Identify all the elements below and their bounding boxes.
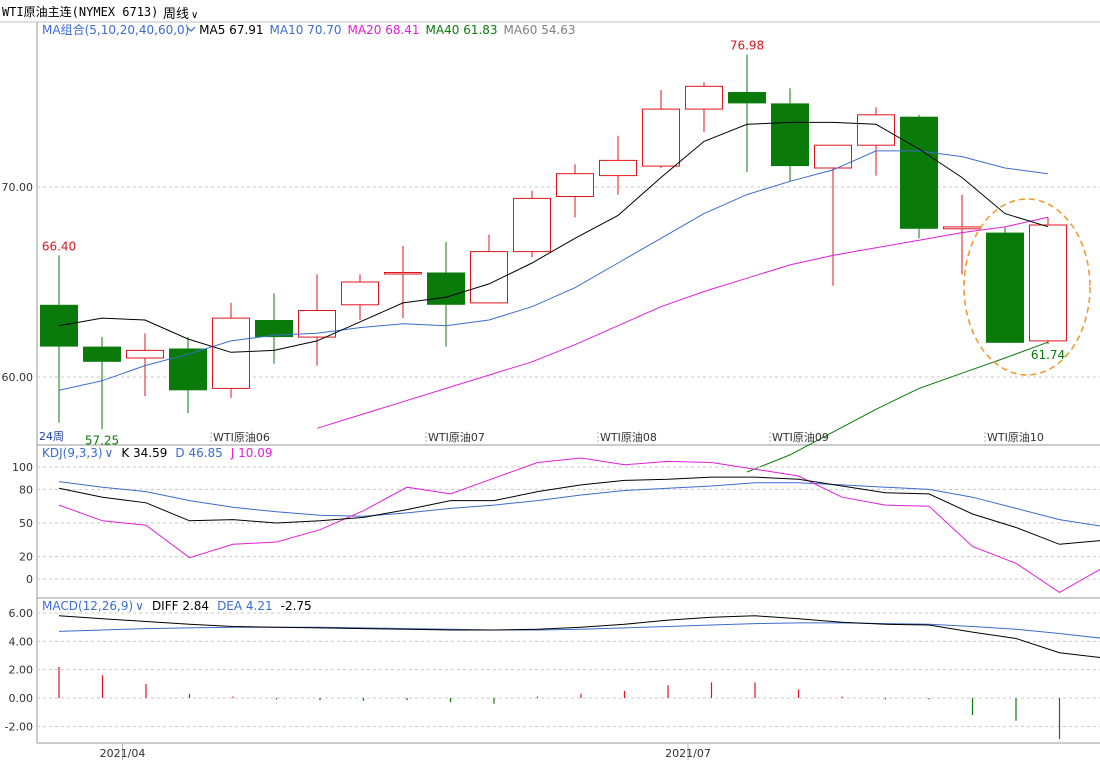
ma-legend-ma10: MA10 70.70 <box>270 23 342 37</box>
kdj-tick-label: 0 <box>26 573 33 586</box>
candle-body-down <box>986 232 1024 343</box>
kdj-legend-d: D 46.85 <box>175 446 222 460</box>
contract-label: WTI原油10 <box>987 430 1044 444</box>
candle-body-up <box>814 144 852 169</box>
interval-label: 24周 <box>39 430 64 443</box>
ma20-line <box>316 216 1049 429</box>
candle-body-up <box>212 317 250 389</box>
kdj-tick-label: 80 <box>19 483 33 496</box>
instrument-title: WTI原油主连(NYMEX 6713) <box>2 5 159 19</box>
date-axis-label: 2021/07 <box>665 747 711 760</box>
candle-body-up <box>599 159 637 177</box>
candle-body-up <box>1029 224 1067 342</box>
highlight-ellipse <box>963 198 1091 376</box>
kdj-j-line <box>58 457 1100 593</box>
top-bar: WTI原油主连(NYMEX 6713) 周线 ∨ <box>0 0 1100 22</box>
kdj-tick-label: 20 <box>19 551 33 564</box>
macd-tick-label: 0.00 <box>9 692 34 705</box>
macd-tick-label: -2.00 <box>5 720 33 733</box>
ma40-line <box>746 341 1049 473</box>
kdj-legend-title: KDJ(9,3,3) <box>42 446 103 460</box>
candle-body-up <box>341 281 379 306</box>
macd-tick-label: 6.00 <box>9 607 34 620</box>
contract-label: WTI原油09 <box>772 430 829 444</box>
date-axis-label: 2021/04 <box>100 747 146 760</box>
chevron-down-icon: ∨ <box>135 599 144 613</box>
price-tick-label: 60.00 <box>2 371 34 384</box>
candle-body-up <box>685 85 723 110</box>
ma5-line <box>58 121 1049 353</box>
kdj-tick-label: 100 <box>12 461 33 474</box>
period-label: 周线 <box>163 7 190 22</box>
ma-legend-ma20: MA20 68.41 <box>348 23 420 37</box>
macd-tick-label: 2.00 <box>9 664 34 677</box>
candle-body-down <box>728 92 766 104</box>
candle-body-down <box>771 103 809 167</box>
period-selector[interactable]: 周线 ∨ <box>163 3 198 22</box>
ma-legend-ma60: MA60 54.63 <box>504 23 576 37</box>
chevron-down-icon <box>186 26 196 32</box>
candle-body-up <box>857 114 895 146</box>
contract-label: WTI原油08 <box>600 430 657 444</box>
candle-body-down <box>900 116 938 229</box>
ma-legend: MA组合(5,10,20,40,60,0) MA5 67.91 MA10 70.7… <box>42 22 576 37</box>
macd-legend-item: DEA 4.21 <box>217 599 273 613</box>
chevron-down-icon: ∨ <box>105 446 114 460</box>
candle-body-down <box>427 272 465 305</box>
kdj-legend-k: K 34.59 <box>121 446 167 460</box>
candle-body-up <box>513 197 551 253</box>
macd-diff-line <box>58 615 1100 658</box>
ma10-line <box>58 150 1049 391</box>
kdj-legend-j: J 10.09 <box>230 446 273 460</box>
candle-body-down <box>169 348 207 391</box>
candle-body-down <box>83 346 121 362</box>
price-tick-label: 70.00 <box>2 181 34 194</box>
candle-body-up <box>470 251 508 304</box>
candle-body-up <box>943 226 981 230</box>
ma-legend-ma5: MA5 67.91 <box>199 23 263 37</box>
chevron-down-icon: ∨ <box>191 10 199 21</box>
high-price-label: 66.40 <box>42 239 76 253</box>
chevron-down-icon <box>186 26 196 32</box>
ma-legend-ma40: MA40 61.83 <box>426 23 498 37</box>
macd-legend: MACD(12,26,9) ∨ DIFF 2.84 DEA 4.21 -2.75 <box>42 599 312 613</box>
high-price-label: 76.98 <box>730 38 764 52</box>
macd-dea-line <box>58 622 1100 639</box>
candle-body-up <box>556 173 594 197</box>
kdj-k-line <box>58 476 1100 545</box>
macd-legend-item: DIFF 2.84 <box>152 599 209 613</box>
kdj-legend: KDJ(9,3,3) ∨ K 34.59 D 46.85 J 10.09 <box>42 446 273 460</box>
kdj-tick-label: 50 <box>19 517 33 530</box>
low-price-label: 57.25 <box>85 433 119 447</box>
macd-legend-title: MACD(12,26,9) <box>42 599 133 613</box>
macd-legend-item: -2.75 <box>281 599 312 613</box>
candle-body-up <box>126 349 164 359</box>
candle-body-up <box>642 108 680 167</box>
low-price-label: 61.74 <box>1031 348 1065 362</box>
candle-body-down <box>255 320 293 338</box>
contract-label: WTI原油06 <box>213 430 270 444</box>
candle-body-up <box>298 310 336 338</box>
kdj-d-line <box>58 481 1100 527</box>
candle-body-up <box>384 272 422 275</box>
ma-legend-title: MA组合(5,10,20,40,60,0) <box>42 22 193 37</box>
contract-label: WTI原油07 <box>428 430 485 444</box>
macd-tick-label: 4.00 <box>9 635 34 648</box>
